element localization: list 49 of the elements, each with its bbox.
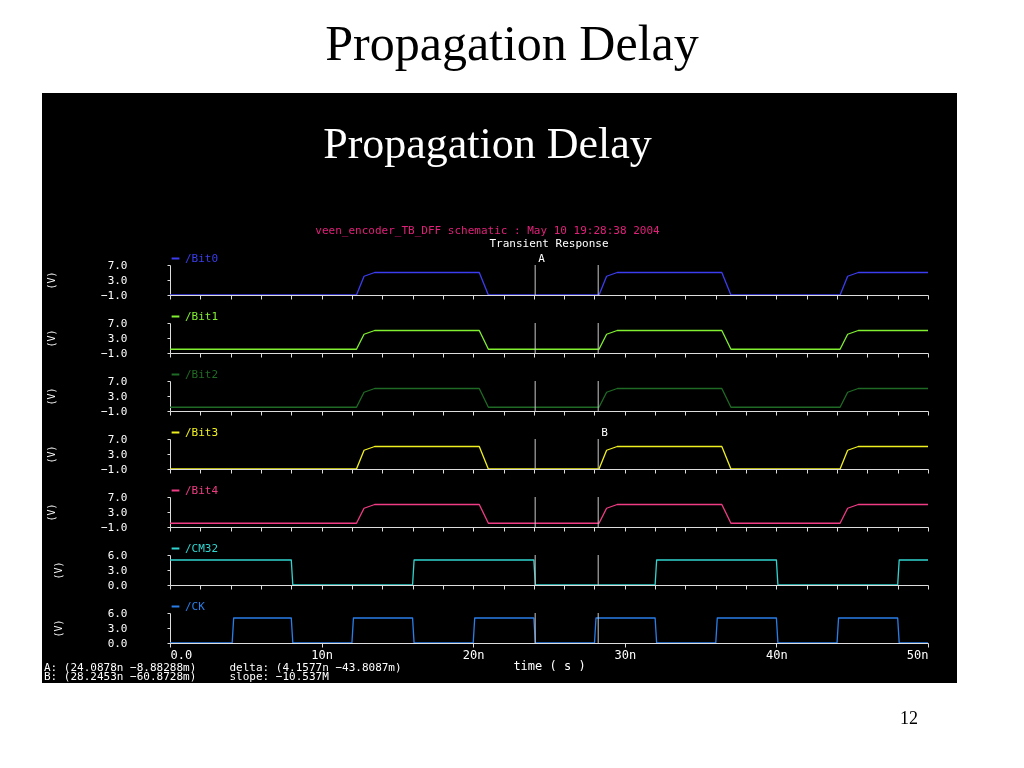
x-tick-label: 40n <box>766 647 788 662</box>
legend-label: /Bit4 <box>185 483 219 497</box>
legend-label: /Bit0 <box>185 251 219 265</box>
y-tick-label: 0.0 <box>107 636 128 650</box>
ref-line-label: A <box>538 252 546 265</box>
y-tick-label: 3.0 <box>107 273 128 287</box>
y-tick-label: −1.0 <box>101 404 128 418</box>
y-axis-title: (V) <box>52 619 64 638</box>
y-tick-label: 7.0 <box>107 432 128 446</box>
x-axis-title: time ( s ) <box>513 658 586 673</box>
y-tick-label: 7.0 <box>107 374 128 388</box>
x-tick-label: 0.0 <box>170 647 193 662</box>
legend-label: /CM32 <box>185 541 219 555</box>
y-tick-label: 3.0 <box>107 621 128 635</box>
x-tick-label: 20n <box>462 647 485 662</box>
text: 12 <box>900 708 918 729</box>
y-tick-label: 3.0 <box>107 447 128 461</box>
text: Propagation Delay <box>323 119 652 168</box>
legend-label: /Bit2 <box>185 367 219 381</box>
y-tick-label: 3.0 <box>107 389 128 403</box>
y-axis-title: (V) <box>46 503 58 522</box>
y-axis-title: (V) <box>46 329 58 348</box>
y-tick-label: −1.0 <box>101 346 128 360</box>
ref-line-label: B <box>601 426 609 439</box>
y-tick-label: −1.0 <box>101 462 128 476</box>
x-tick-label: 50n <box>906 647 929 662</box>
y-tick-label: −1.0 <box>101 288 128 302</box>
x-tick-label: 30n <box>614 647 637 662</box>
y-tick-label: 3.0 <box>107 331 128 345</box>
y-axis-title: (V) <box>52 561 64 580</box>
chart-title: Propagation Delay <box>324 14 700 72</box>
y-tick-label: 6.0 <box>107 606 128 620</box>
y-tick-label: 7.0 <box>107 490 128 504</box>
y-tick-label: 3.0 <box>107 563 128 577</box>
y-tick-label: −1.0 <box>101 520 128 534</box>
legend-label: /CK <box>185 599 206 613</box>
y-tick-label: 0.0 <box>107 578 128 592</box>
y-axis-title: (V) <box>46 445 58 464</box>
text: Transient Response <box>489 237 609 250</box>
y-tick-label: 7.0 <box>107 316 128 330</box>
legend-label: /Bit1 <box>185 309 219 323</box>
y-axis-title: (V) <box>46 271 58 290</box>
x-tick-label: 10n <box>311 647 333 662</box>
y-tick-label: 3.0 <box>107 505 128 519</box>
chart-subtitle: veen_encoder_TB_DFF schematic : May 10 19:28:38 2004 <box>315 224 661 237</box>
y-tick-label: 6.0 <box>107 548 128 562</box>
y-axis-title: (V) <box>46 387 58 406</box>
y-tick-label: 7.0 <box>107 258 128 272</box>
legend-label: /Bit3 <box>185 425 219 439</box>
